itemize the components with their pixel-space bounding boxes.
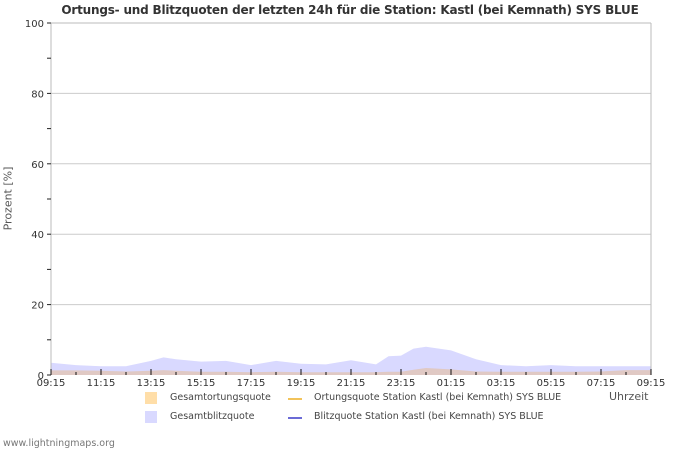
svg-text:15:15: 15:15 bbox=[187, 378, 216, 389]
x-axis-ticks: 09:15 11:15 13:15 15:15 17:15 19:15 21:15 23:15… bbox=[37, 369, 666, 389]
line-swatch-icon bbox=[288, 417, 302, 419]
axes bbox=[50, 22, 652, 375]
svg-text:0: 0 bbox=[38, 371, 44, 382]
svg-text:60: 60 bbox=[31, 160, 44, 171]
area-swatch-icon bbox=[145, 411, 157, 423]
legend-label: Blitzquote Station Kastl (bei Kemnath) S… bbox=[314, 411, 544, 422]
y-axis-ticks: 0 20 40 60 80 100 bbox=[25, 19, 51, 382]
line-swatch-icon bbox=[288, 398, 302, 400]
chart-title: Ortungs- und Blitzquoten der letzten 24h… bbox=[61, 3, 639, 17]
svg-text:21:15: 21:15 bbox=[337, 378, 366, 389]
svg-text:09:15: 09:15 bbox=[637, 378, 666, 389]
svg-text:80: 80 bbox=[31, 89, 44, 100]
svg-text:13:15: 13:15 bbox=[137, 378, 166, 389]
legend-label: Ortungsquote Station Kastl (bei Kemnath)… bbox=[314, 392, 562, 403]
source-footer: www.lightningmaps.org bbox=[3, 438, 115, 449]
svg-text:01:15: 01:15 bbox=[437, 378, 466, 389]
svg-text:100: 100 bbox=[25, 19, 44, 30]
y-axis-label: Prozent [%] bbox=[1, 166, 15, 231]
svg-text:19:15: 19:15 bbox=[287, 378, 316, 389]
svg-text:11:15: 11:15 bbox=[87, 378, 116, 389]
svg-text:23:15: 23:15 bbox=[387, 378, 416, 389]
legend-label: Gesamtblitzquote bbox=[170, 411, 255, 422]
svg-text:03:15: 03:15 bbox=[487, 378, 516, 389]
grid-lines bbox=[51, 22, 651, 306]
svg-text:20: 20 bbox=[31, 301, 44, 312]
area-swatch-icon bbox=[145, 392, 157, 404]
svg-text:07:15: 07:15 bbox=[587, 378, 616, 389]
x-axis-unit-label: Uhrzeit bbox=[609, 390, 649, 403]
svg-text:40: 40 bbox=[31, 230, 44, 241]
svg-text:05:15: 05:15 bbox=[537, 378, 566, 389]
legend-label: Gesamtortungsquote bbox=[170, 392, 271, 403]
svg-text:17:15: 17:15 bbox=[237, 378, 266, 389]
svg-text:09:15: 09:15 bbox=[37, 378, 66, 389]
